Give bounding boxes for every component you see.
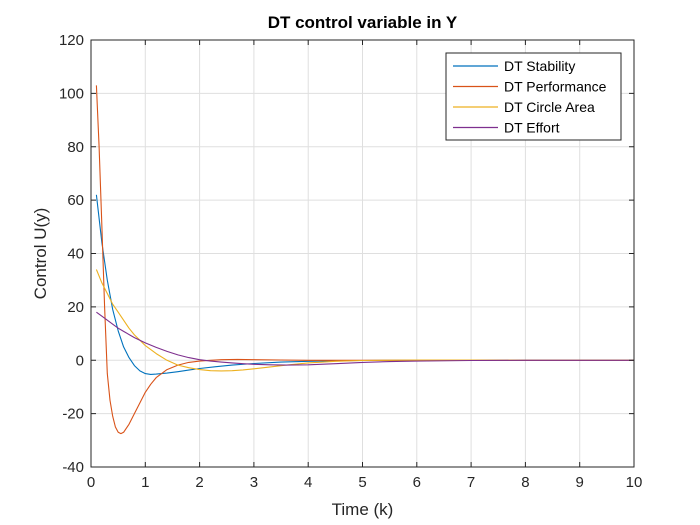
- y-tick-label: -20: [62, 406, 84, 423]
- y-tick-label: 0: [76, 352, 84, 369]
- x-tick-label: 3: [250, 474, 258, 491]
- x-tick-label: 10: [626, 474, 643, 491]
- x-tick-label: 9: [576, 474, 584, 491]
- legend-entry-1: DT Stability: [504, 58, 575, 74]
- y-tick-label: 120: [59, 32, 84, 49]
- legend-entry-4: DT Effort: [504, 120, 560, 136]
- series-line-2: [95, 85, 634, 435]
- y-tick-label: -40: [62, 459, 84, 476]
- y-axis-label: Control U(y): [31, 208, 50, 300]
- x-tick-label: 5: [358, 474, 366, 491]
- series-line-3: [95, 269, 634, 372]
- x-tick-label: 4: [304, 474, 312, 491]
- legend-box: [445, 52, 622, 141]
- series-line-4: [96, 311, 634, 366]
- y-tick-label: 100: [59, 85, 84, 102]
- x-axis-label: Time (k): [332, 500, 394, 519]
- ticks: [90, 39, 635, 468]
- y-tick-label: 20: [67, 299, 84, 316]
- y-tick-label: 80: [67, 139, 84, 156]
- legend-entry-2: DT Performance: [504, 79, 607, 95]
- x-tick-label: 8: [521, 474, 529, 491]
- legend: DT Stability DT Performance DT Circle Area…: [445, 52, 622, 141]
- x-tick-label: 6: [413, 474, 421, 491]
- chart-title: DT control variable in Y: [268, 13, 458, 32]
- tick-labels: 0 1 2 3 4 5 6 7 8 9 10 -40 -20 0 20 40 60 80 100 120: [59, 32, 642, 491]
- x-tick-label: 1: [141, 474, 149, 491]
- y-tick-label: 40: [67, 246, 84, 263]
- x-tick-label: 0: [87, 474, 95, 491]
- legend-entry-3: DT Circle Area: [504, 99, 595, 115]
- x-tick-label: 2: [195, 474, 203, 491]
- x-tick-label: 7: [467, 474, 475, 491]
- series-layer: [95, 85, 634, 435]
- y-tick-label: 60: [67, 192, 84, 209]
